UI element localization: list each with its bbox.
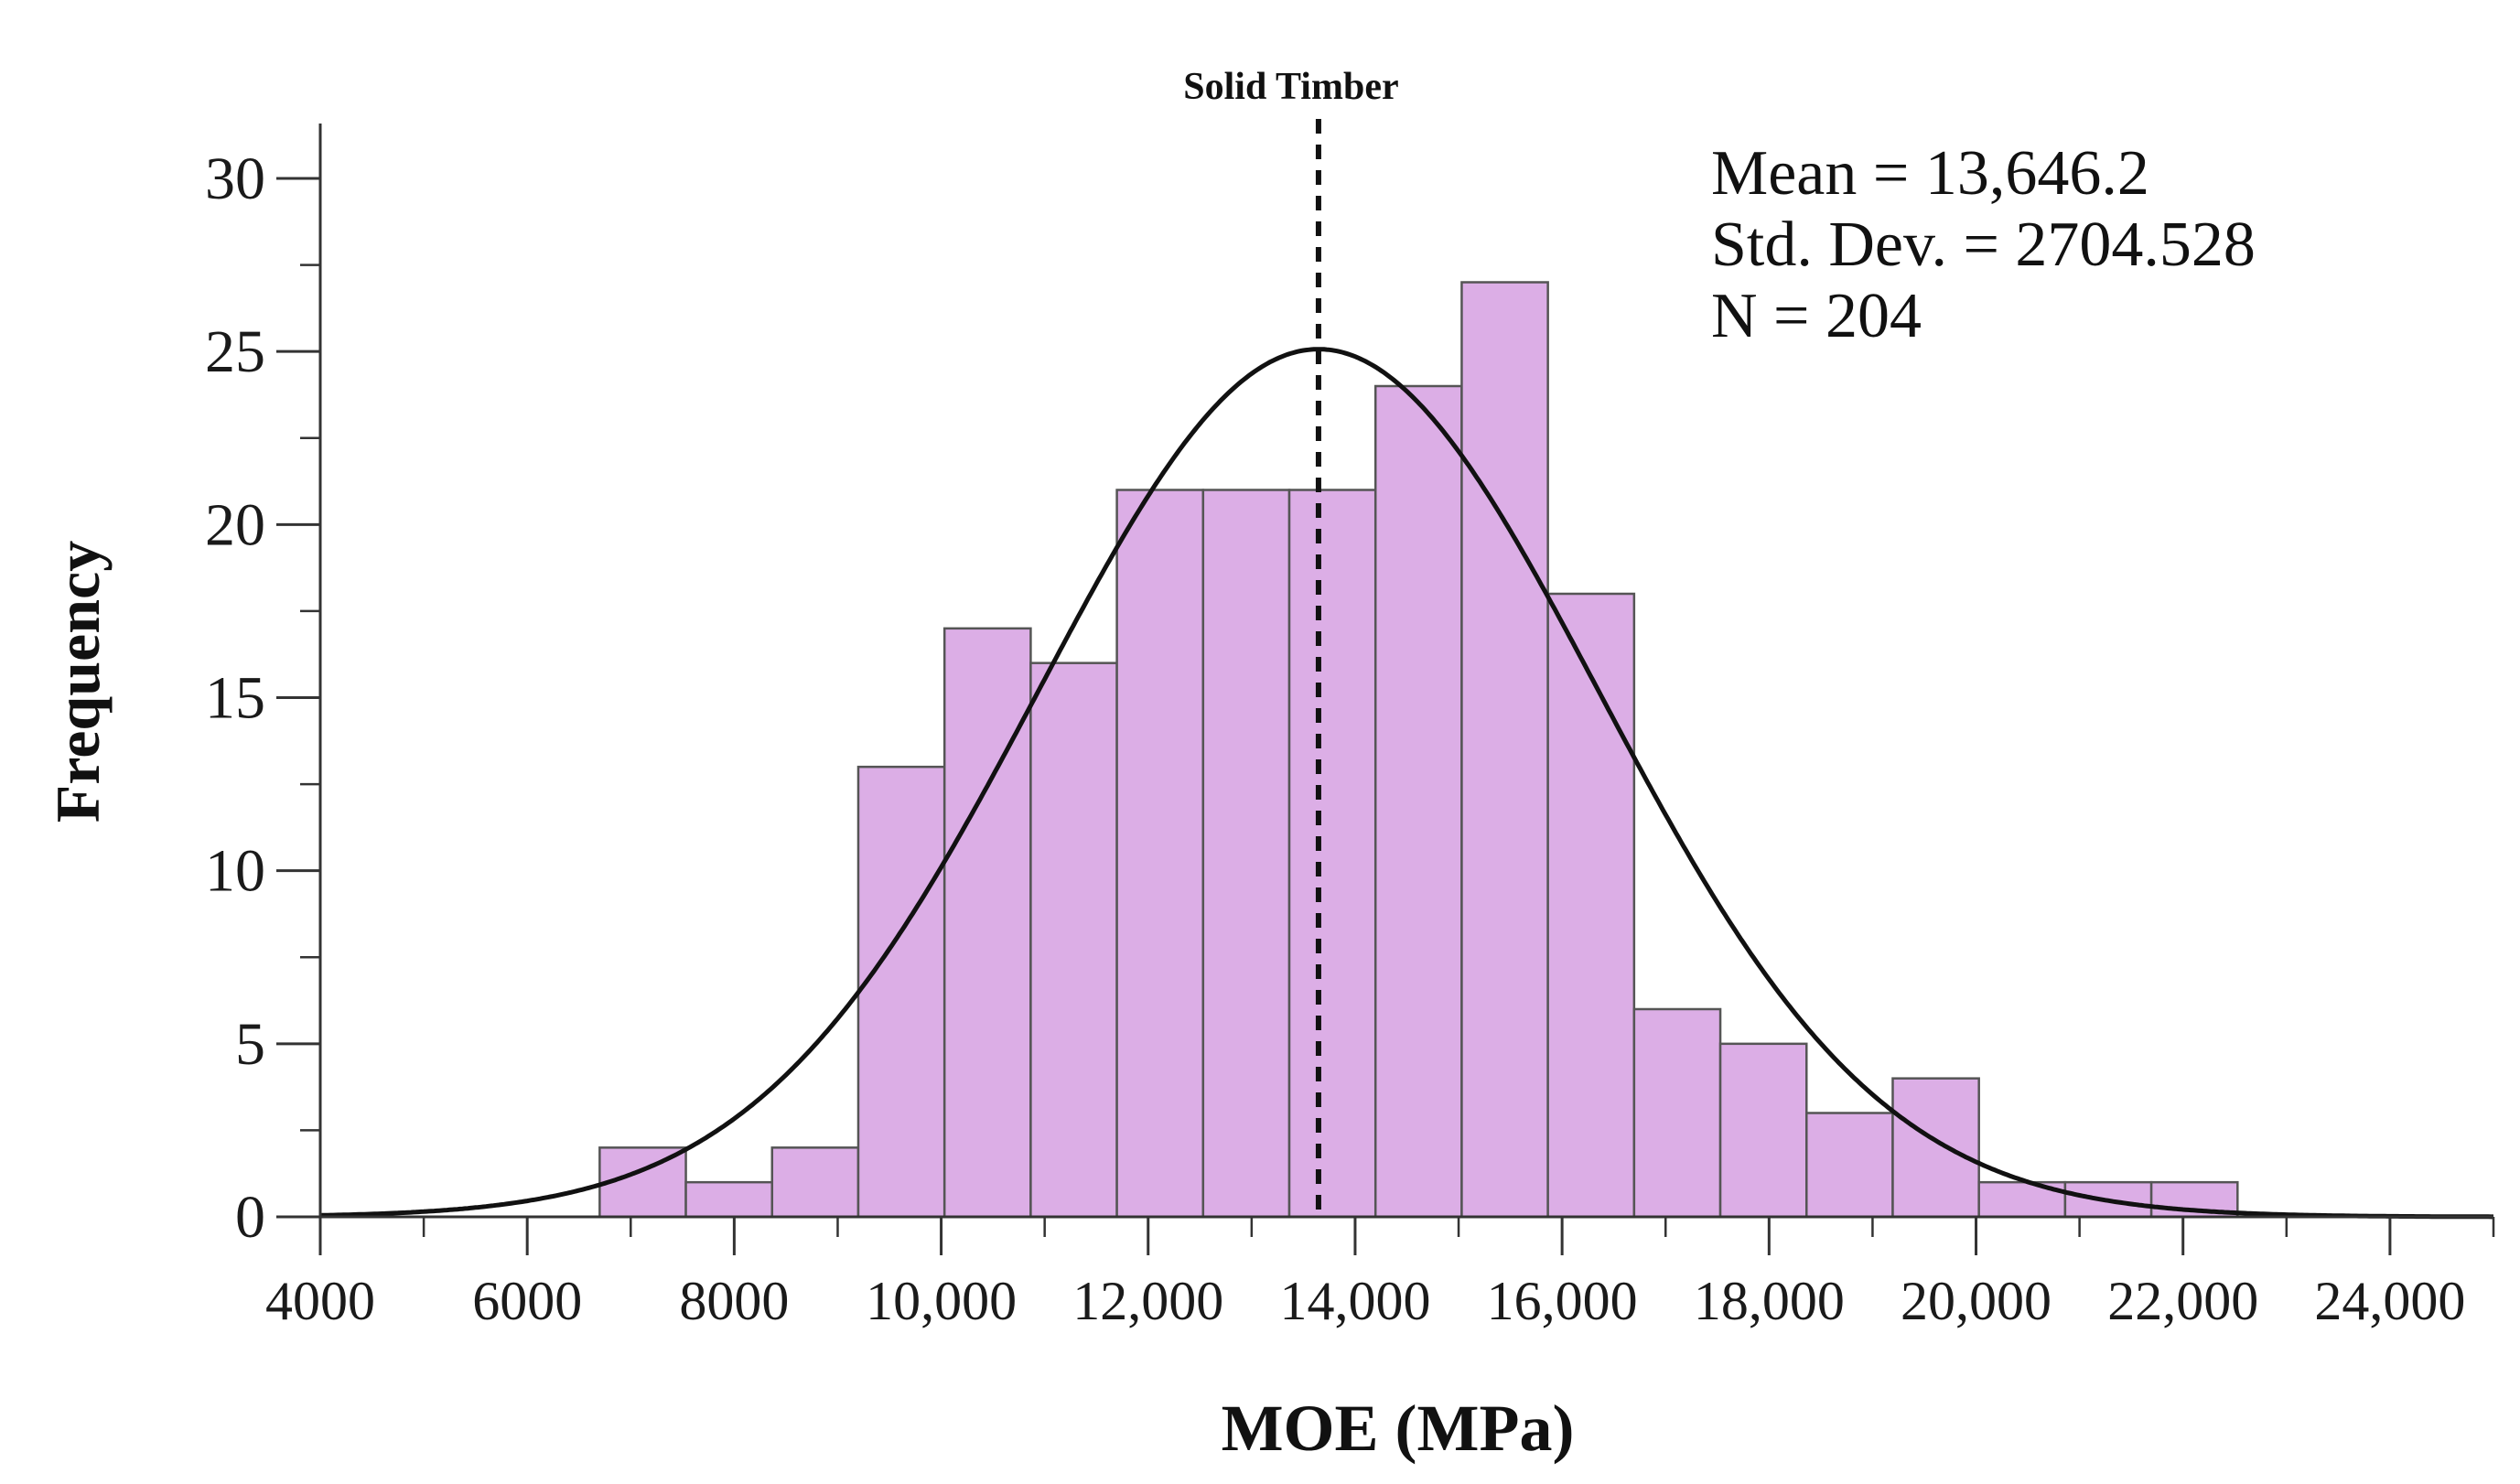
y-tick-label: 0 [235, 1184, 265, 1251]
y-tick-label: 10 [205, 838, 265, 905]
x-tick-label: 14,000 [1279, 1271, 1430, 1331]
histogram-bar [942, 627, 1032, 1219]
x-tick-label: 6000 [472, 1271, 582, 1331]
axes-layer: 0 5 10 15 20 25 30 4000 6000 8000 10,000 12,000 14,0… [205, 124, 2495, 1331]
stats-mean: Mean = 13,646.2 [1711, 138, 2149, 209]
y-tick-label: 5 [235, 1011, 265, 1078]
x-tick-label: 24,000 [2314, 1271, 2465, 1331]
stats-std-dev: Std. Dev. = 2704.528 [1711, 210, 2256, 280]
y-tick-label: 25 [205, 318, 265, 385]
histogram-bar [684, 1180, 774, 1219]
reference-line-label: Solid Timber [1183, 66, 1398, 108]
histogram-bar [1287, 489, 1377, 1219]
histogram-bar [1632, 1007, 1722, 1219]
bars-layer [598, 281, 2239, 1219]
x-tick-label: 16,000 [1487, 1271, 1638, 1331]
x-tick-label: 18,000 [1694, 1271, 1845, 1331]
curve-layer [319, 347, 2493, 1220]
histogram-bar [1373, 384, 1463, 1219]
x-tick-label: 8000 [679, 1271, 789, 1331]
histogram-bar [1805, 1112, 1894, 1219]
x-tick-label: 22,000 [2107, 1271, 2258, 1331]
x-axis-title: MOE (MPa) [1222, 1392, 1575, 1465]
x-tick-label: 12,000 [1072, 1271, 1223, 1331]
normal-curve [319, 347, 2493, 1220]
y-axis-title: Frequency [43, 541, 113, 823]
histogram-bar [1891, 1077, 1980, 1219]
y-tick-label: 15 [205, 665, 265, 732]
histogram-bar [1115, 489, 1205, 1219]
x-tick-label: 4000 [265, 1271, 375, 1331]
histogram-bar [1718, 1042, 1808, 1219]
histogram-bar [1460, 281, 1549, 1219]
histogram-bar [856, 765, 946, 1219]
stats-n: N = 204 [1711, 281, 1922, 351]
y-tick-label: 20 [205, 491, 265, 558]
histogram-bar [1029, 661, 1118, 1219]
y-tick-label: 30 [205, 145, 265, 212]
histogram-bar [770, 1146, 860, 1219]
histogram-bar [1201, 489, 1291, 1219]
x-tick-label: 20,000 [1901, 1271, 2052, 1331]
histogram-bar [1546, 592, 1636, 1219]
x-tick-label: 10,000 [866, 1271, 1017, 1331]
